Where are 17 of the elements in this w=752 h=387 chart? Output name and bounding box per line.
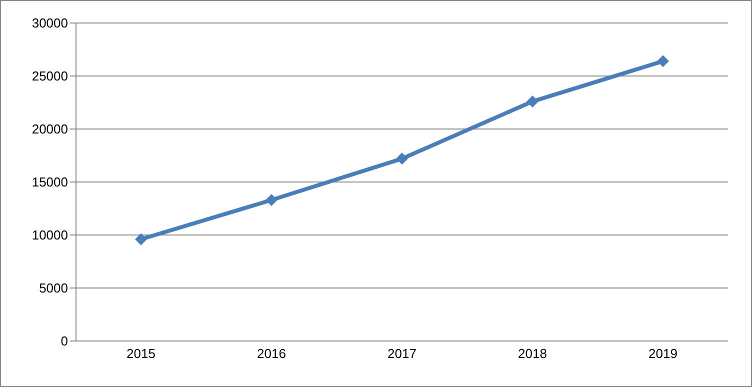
y-tick-label: 30000 — [32, 16, 68, 31]
y-tick-label: 10000 — [32, 228, 68, 243]
x-tick-label: 2018 — [518, 346, 547, 362]
y-tick-label: 20000 — [32, 122, 68, 137]
y-tick-label: 15000 — [32, 174, 68, 190]
x-tick-label: 2019 — [648, 346, 678, 362]
y-tick-label: 0 — [60, 334, 68, 349]
y-tick-label: 25000 — [32, 68, 68, 84]
x-tick-label: 2016 — [257, 346, 286, 362]
point — [657, 55, 669, 68]
x-tick-label: 2017 — [388, 346, 416, 362]
point — [526, 95, 538, 108]
point — [266, 194, 278, 206]
point — [135, 233, 147, 246]
x-tick-label: 2015 — [126, 346, 156, 362]
point — [396, 152, 408, 165]
y-tick-label: 5000 — [39, 280, 68, 296]
